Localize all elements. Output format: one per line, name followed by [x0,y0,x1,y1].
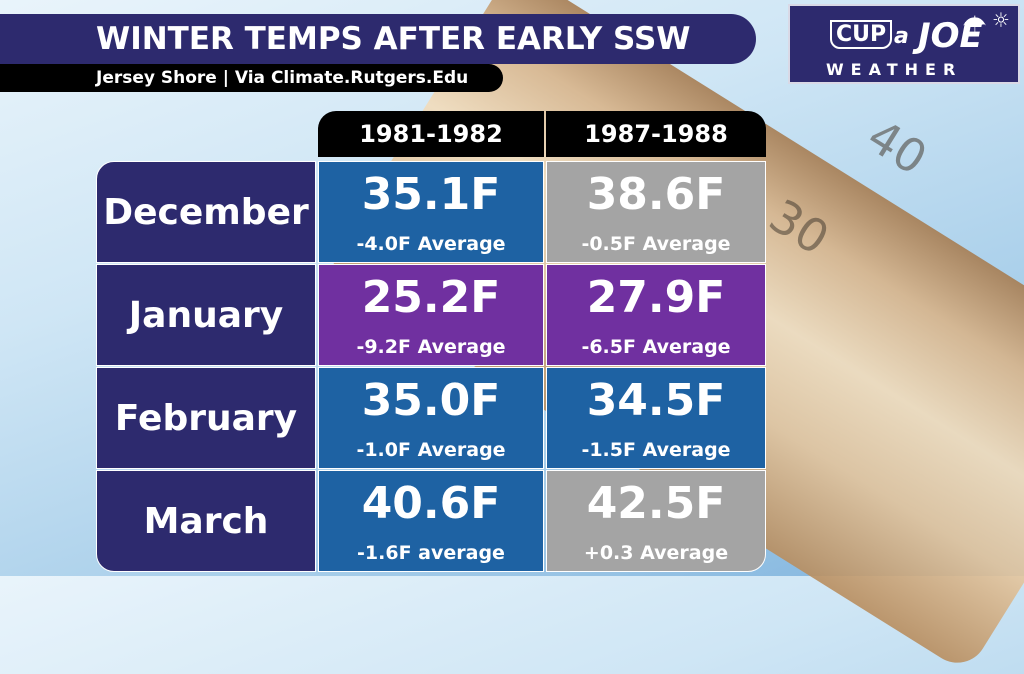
page-title: WINTER TEMPS AFTER EARLY SSW [96,21,691,57]
table-cell: 35.0F -1.0F Average [318,367,544,469]
temperature-value: 27.9F [586,272,726,323]
table-cell: 35.1F -4.0F Average [318,161,544,263]
departure-from-average: +0.3 Average [583,542,729,564]
umbrella-icon: ☂ [962,10,988,43]
departure-from-average: -0.5F Average [581,233,731,255]
row-label-march: March [96,470,316,572]
departure-from-average: -4.0F Average [356,233,506,255]
departure-from-average: -1.5F Average [581,439,731,461]
cup-a-joe-logo: CUP a JOE WEATHER ☂ ☼ [788,4,1020,84]
departure-from-average: -6.5F Average [581,336,731,358]
temperature-value: 34.5F [586,375,726,426]
table-cell: 25.2F -9.2F Average [318,264,544,366]
departure-from-average: -1.0F Average [356,439,506,461]
logo-a-text: a [894,24,909,49]
table-cell: 38.6F -0.5F Average [546,161,766,263]
logo-cup-text: CUP [830,20,893,49]
temperature-value: 35.1F [361,169,501,220]
logo-joe-text: JOE [918,16,983,56]
temperature-value: 25.2F [361,272,501,323]
table-cell: 40.6F -1.6F average [318,470,544,572]
row-label-december: December [96,161,316,263]
temperature-value: 40.6F [361,478,501,529]
table-cell: 34.5F -1.5F Average [546,367,766,469]
logo-weather-text: WEATHER [826,60,963,79]
table-cell: 27.9F -6.5F Average [546,264,766,366]
temperature-value: 42.5F [586,478,726,529]
departure-from-average: -9.2F Average [356,336,506,358]
subtitle-bar: Jersey Shore | Via Climate.Rutgers.Edu [0,64,503,92]
temperature-value: 35.0F [361,375,501,426]
thermometer-number: 40 [858,108,937,186]
column-header-1981-1982: 1981-1982 [318,111,544,157]
departure-from-average: -1.6F average [357,542,505,564]
row-label-january: January [96,264,316,366]
table-cell: 42.5F +0.3 Average [546,470,766,572]
row-label-february: February [96,367,316,469]
column-header-1987-1988: 1987-1988 [546,111,766,157]
page-subtitle: Jersey Shore | Via Climate.Rutgers.Edu [96,68,469,88]
temperature-value: 38.6F [586,169,726,220]
sun-icon: ☼ [992,8,1010,32]
title-bar: WINTER TEMPS AFTER EARLY SSW [0,14,756,64]
